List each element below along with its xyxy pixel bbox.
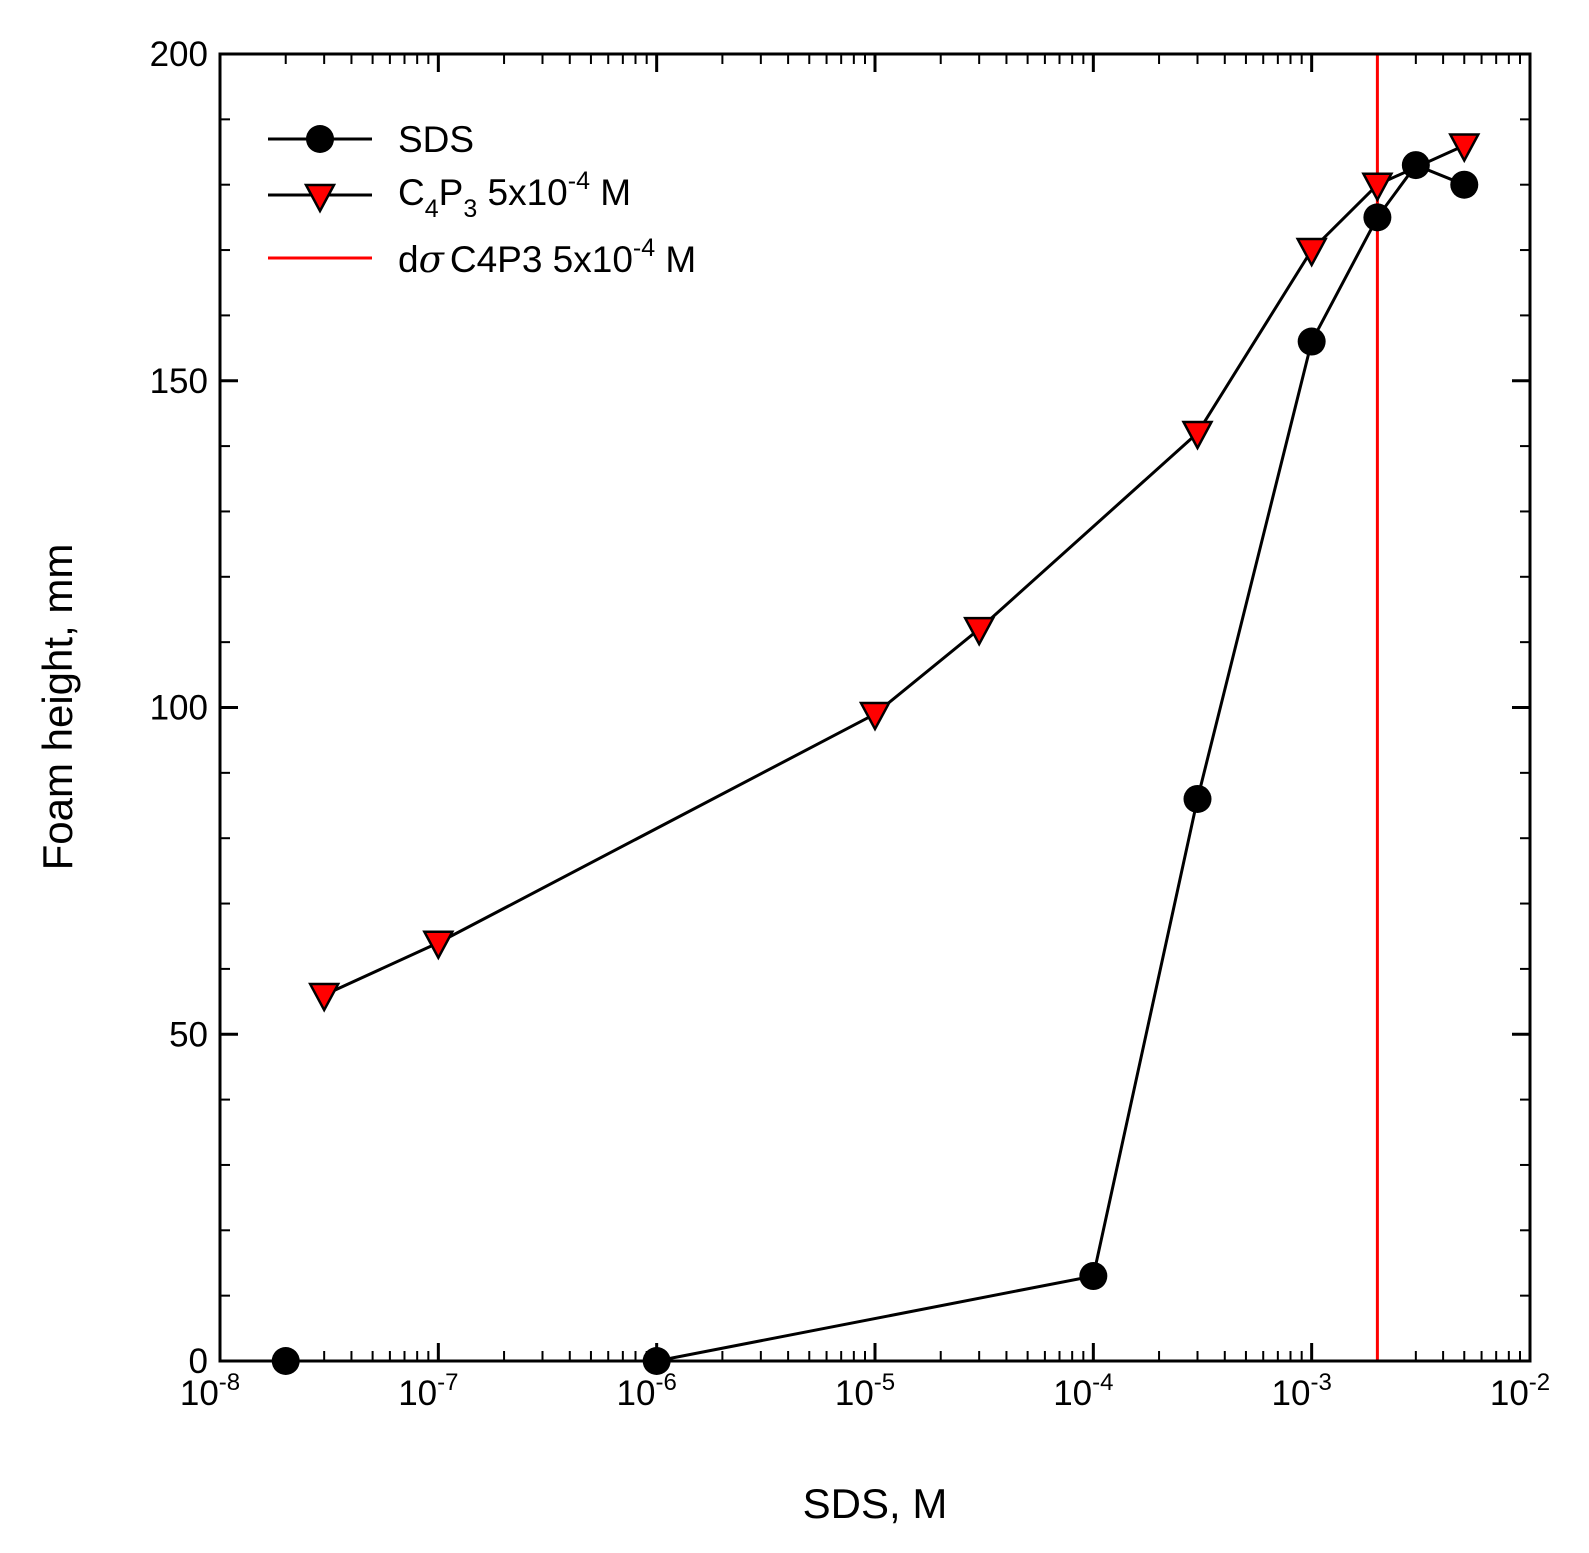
x-tick-label: 10-6 bbox=[617, 1369, 677, 1413]
data-point-c4p3 bbox=[858, 701, 892, 732]
data-point-sds bbox=[1183, 784, 1212, 813]
data-point-sds bbox=[1363, 203, 1392, 232]
legend-dsigma-sigma: σ bbox=[419, 238, 446, 281]
legend-c4p3-conc: 5x10 bbox=[477, 172, 568, 213]
y-tick-label: 100 bbox=[150, 689, 208, 728]
legend-label-c4p3: C4P3 5x10-4 M bbox=[398, 167, 631, 223]
x-axis-title: SDS, M bbox=[803, 1480, 948, 1527]
y-tick-label: 50 bbox=[169, 1015, 208, 1054]
x-tick-base: 10 bbox=[1053, 1374, 1092, 1413]
legend-c4p3-exp: -4 bbox=[568, 167, 590, 195]
legend-c4p3-unit: M bbox=[590, 172, 631, 213]
legend-item-dsigma: dσ C4P3 5x10-4 M bbox=[268, 234, 696, 281]
x-tick-base: 10 bbox=[1490, 1374, 1529, 1413]
x-tick-label: 10-7 bbox=[398, 1369, 458, 1413]
data-point-c4p3 bbox=[1295, 237, 1328, 268]
x-tick-base: 10 bbox=[180, 1374, 219, 1413]
data-point-sds bbox=[1079, 1262, 1108, 1291]
legend-c4p3-p: P bbox=[439, 172, 464, 213]
x-tick-base: 10 bbox=[1272, 1374, 1311, 1413]
legend-marker-c4p3 bbox=[303, 183, 337, 214]
legend-label-sds: SDS bbox=[398, 119, 474, 160]
x-tick-base: 10 bbox=[835, 1374, 874, 1413]
y-tick-label: 200 bbox=[150, 35, 208, 74]
legend-dsigma-d: d bbox=[398, 239, 419, 280]
legend-marker-sds bbox=[306, 125, 334, 153]
legend-c4p3-sub2: 3 bbox=[463, 195, 477, 223]
legend-item-sds: SDS bbox=[268, 119, 474, 160]
legend-dsigma-exp: -4 bbox=[633, 234, 655, 262]
plot-data bbox=[271, 54, 1481, 1375]
data-point-c4p3 bbox=[422, 930, 455, 961]
legend-dsigma-text: C4P3 5x10 bbox=[450, 239, 633, 280]
series-line-triangle-down bbox=[323, 144, 1465, 997]
y-tick-label: 0 bbox=[189, 1342, 208, 1381]
x-tick-exponent: -8 bbox=[219, 1369, 240, 1396]
series-line-circle bbox=[285, 163, 1465, 1363]
x-tick-exponent: -7 bbox=[437, 1369, 458, 1396]
legend-c4p3-c: C bbox=[398, 172, 425, 213]
y-tick-label: 150 bbox=[150, 362, 208, 401]
data-point-c4p3 bbox=[1181, 420, 1214, 451]
x-tick-exponent: -5 bbox=[874, 1369, 895, 1396]
x-tick-base: 10 bbox=[617, 1374, 656, 1413]
data-point-c4p3 bbox=[1361, 172, 1394, 203]
x-tick-label: 10-2 bbox=[1490, 1369, 1550, 1413]
x-tick-exponent: -4 bbox=[1092, 1369, 1113, 1396]
x-tick-base: 10 bbox=[398, 1374, 437, 1413]
plot-frame bbox=[218, 52, 1532, 1363]
x-tick-label: 10-3 bbox=[1272, 1369, 1332, 1413]
data-point-sds bbox=[1297, 327, 1326, 356]
x-tick-label: 10-4 bbox=[1053, 1369, 1113, 1413]
data-point-c4p3 bbox=[308, 982, 341, 1013]
legend: SDS C4P3 5x10-4 M dσ C4P3 5x10-4 M bbox=[268, 119, 696, 281]
x-tick-label: 10-8 bbox=[180, 1369, 240, 1413]
data-point-c4p3 bbox=[963, 616, 996, 647]
legend-item-c4p3: C4P3 5x10-4 M bbox=[268, 167, 631, 223]
x-tick-label: 10-5 bbox=[835, 1369, 895, 1413]
y-axis-title: Foam height, mm bbox=[34, 544, 81, 871]
axis-ticks bbox=[218, 52, 1532, 1363]
x-tick-exponent: -2 bbox=[1529, 1369, 1550, 1396]
x-tick-exponent: -3 bbox=[1310, 1369, 1331, 1396]
data-point-c4p3 bbox=[1448, 133, 1481, 164]
x-tick-exponent: -6 bbox=[655, 1369, 676, 1396]
legend-c4p3-sub1: 4 bbox=[425, 195, 439, 223]
data-point-sds bbox=[1450, 170, 1479, 199]
legend-label-dsigma: dσ C4P3 5x10-4 M bbox=[398, 234, 696, 281]
data-point-sds bbox=[1401, 151, 1430, 180]
legend-dsigma-unit: M bbox=[655, 239, 696, 280]
